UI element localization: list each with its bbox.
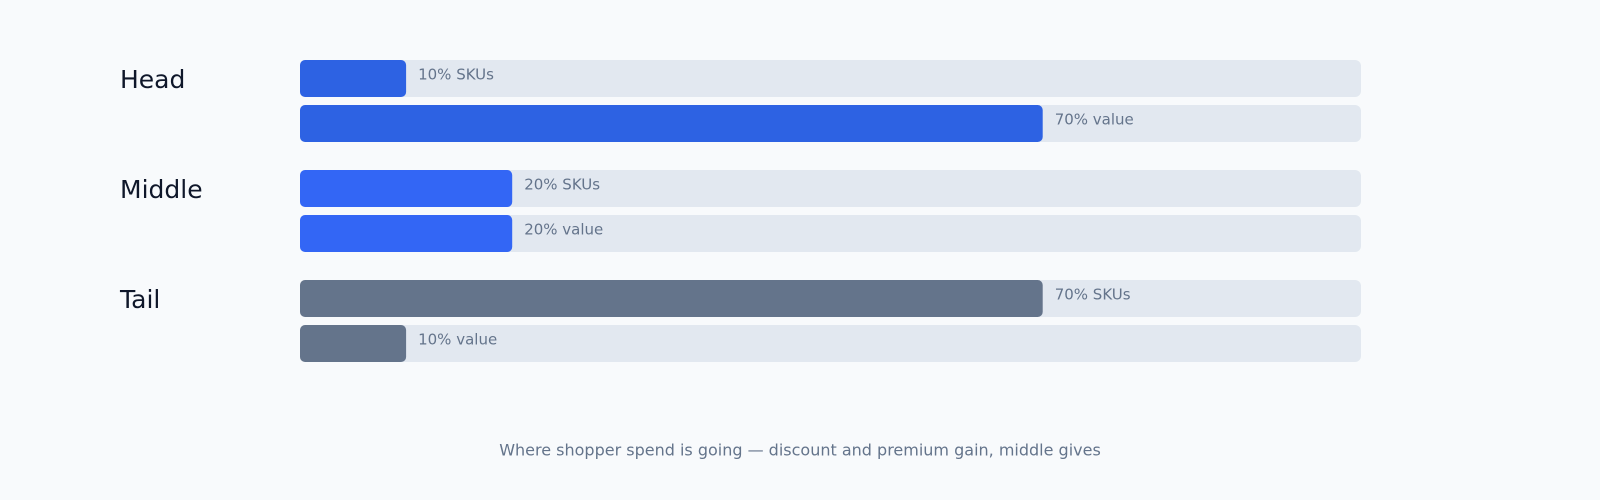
value-label: 20% value bbox=[524, 221, 603, 239]
category-label: Middle bbox=[120, 175, 203, 204]
track bbox=[300, 325, 1361, 362]
value-label: 70% SKUs bbox=[1055, 286, 1131, 304]
value-label: 10% SKUs bbox=[418, 66, 494, 84]
value-label: 20% SKUs bbox=[524, 176, 600, 194]
category-label: Head bbox=[120, 65, 185, 94]
value-label: 10% value bbox=[418, 331, 497, 349]
category-label: Tail bbox=[119, 285, 160, 314]
bar bbox=[300, 280, 1043, 317]
caption: Where shopper spend is going — discount … bbox=[499, 441, 1101, 460]
bar bbox=[300, 215, 513, 252]
track bbox=[300, 170, 1361, 207]
bar bbox=[300, 60, 407, 97]
bar bbox=[300, 325, 407, 362]
value-label: 70% value bbox=[1055, 111, 1134, 129]
track bbox=[300, 215, 1361, 252]
track bbox=[300, 60, 1361, 97]
bar bbox=[300, 105, 1043, 142]
bar bbox=[300, 170, 513, 207]
